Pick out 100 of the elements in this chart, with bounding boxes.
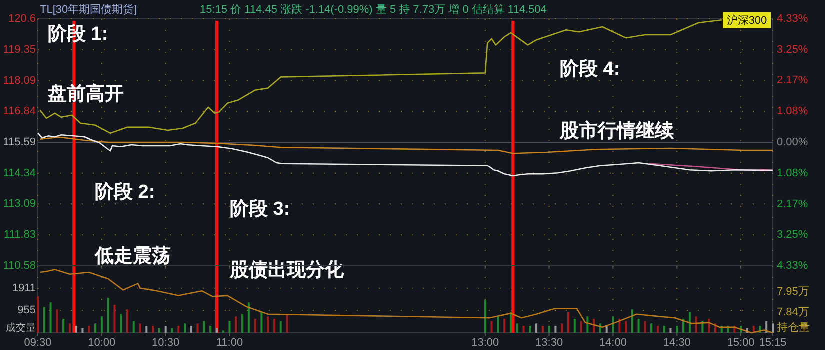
y-tick-label: 110.58 xyxy=(3,260,36,272)
bar xyxy=(670,328,672,333)
bar xyxy=(254,318,256,333)
annotation: 低走震荡 xyxy=(94,245,171,267)
bar xyxy=(43,307,46,333)
bar xyxy=(510,312,512,333)
bar xyxy=(682,318,685,333)
annotation: 阶段 2: xyxy=(95,182,156,203)
bar xyxy=(203,321,206,333)
y2-tick-label: 2.17% xyxy=(777,74,808,87)
bar xyxy=(529,326,532,333)
y-tick-label: 114.34 xyxy=(3,167,36,180)
bar xyxy=(100,316,103,333)
x-tick-label: 13:00 xyxy=(472,337,500,349)
bar xyxy=(548,326,550,333)
y2-tick-label: 7.95万 xyxy=(777,286,810,298)
y2-tick-label: 1.08% xyxy=(777,106,808,118)
y2-tick-label: 0.00% xyxy=(777,136,808,148)
y-tick-label: 118.09 xyxy=(3,74,36,87)
bar xyxy=(50,302,52,333)
bar xyxy=(574,318,576,333)
y-tick-label: 111.83 xyxy=(4,229,36,242)
bar xyxy=(242,314,244,333)
y-tick-label: 119.35 xyxy=(3,44,36,56)
bar xyxy=(644,321,646,333)
bar xyxy=(650,324,653,333)
bar xyxy=(37,296,39,333)
annotation: 阶段 3: xyxy=(230,199,290,220)
bar xyxy=(228,321,231,333)
bar xyxy=(158,328,160,333)
bar xyxy=(178,326,180,333)
bar xyxy=(695,316,698,333)
y-tick-label: 116.84 xyxy=(3,106,36,118)
bar xyxy=(260,312,263,333)
y-tick-label: 955 xyxy=(18,304,36,317)
bar xyxy=(210,326,212,333)
bar xyxy=(606,326,608,333)
bar xyxy=(120,314,122,333)
bar xyxy=(139,324,142,333)
bar xyxy=(631,310,634,333)
y2-tick-label: 3.25% xyxy=(777,44,808,56)
y-tick-label: 113.09 xyxy=(3,198,36,210)
bar xyxy=(663,326,666,333)
bar xyxy=(82,328,84,333)
bar xyxy=(152,326,154,333)
y-tick-label: 115.59 xyxy=(3,136,36,148)
bar xyxy=(638,318,640,333)
bar xyxy=(62,318,65,333)
bar xyxy=(68,324,71,333)
bar xyxy=(216,328,218,333)
bar xyxy=(196,324,199,333)
bar xyxy=(171,328,174,333)
bar xyxy=(56,310,58,333)
chart-title: TL[30年期国债期货] xyxy=(40,4,138,16)
annotation: 阶段 4: xyxy=(560,59,620,80)
bar xyxy=(618,318,621,333)
annotation: 股市行情继续 xyxy=(559,120,675,142)
bar xyxy=(248,302,250,333)
bar xyxy=(522,326,525,333)
y2-tick-label: 3.25% xyxy=(777,229,808,242)
bar xyxy=(132,321,135,333)
x-tick-label: 15:15 xyxy=(759,337,787,349)
bar xyxy=(490,321,493,333)
bar xyxy=(567,312,570,333)
chart-subtitle: 15:15 价 114.45 涨跌 -1.14(-0.99%) 量 5 持 7.73万 增 0 估结算 114.504 xyxy=(200,3,547,16)
bar xyxy=(625,321,627,333)
bar xyxy=(94,324,97,333)
y2-axis-title: 持仓量 xyxy=(777,322,810,334)
bar xyxy=(190,326,192,333)
bar xyxy=(561,324,564,333)
series-label: 沪深300 xyxy=(726,14,768,28)
x-tick-label: 14:00 xyxy=(599,337,627,349)
bar xyxy=(497,316,500,333)
bar xyxy=(688,312,691,333)
bar xyxy=(504,318,506,333)
bar xyxy=(484,300,486,333)
bar xyxy=(676,326,678,333)
y-tick-label: 1911 xyxy=(12,282,36,294)
x-tick-label: 13:30 xyxy=(536,337,564,349)
x-tick-label: 15:00 xyxy=(727,337,755,349)
bar xyxy=(267,316,270,333)
bar xyxy=(286,314,288,333)
bar xyxy=(164,326,167,333)
bar xyxy=(273,318,276,333)
bar xyxy=(656,326,659,333)
y2-tick-label: 4.33% xyxy=(777,13,808,25)
bar xyxy=(516,324,518,333)
bar xyxy=(88,326,90,333)
y2-tick-label: 2.17% xyxy=(777,198,808,210)
bar xyxy=(536,324,538,333)
y2-tick-label: 4.33% xyxy=(777,260,808,272)
bar xyxy=(772,324,774,333)
bar xyxy=(612,316,614,333)
y-tick-label: 120.6 xyxy=(8,13,36,25)
x-tick-label: 10:00 xyxy=(88,337,116,349)
bar xyxy=(280,321,282,333)
y2-tick-label: 7.84万 xyxy=(777,306,810,319)
x-tick-label: 10:30 xyxy=(152,337,180,349)
bar xyxy=(235,316,238,333)
y2-tick-label: 1.08% xyxy=(777,167,808,180)
